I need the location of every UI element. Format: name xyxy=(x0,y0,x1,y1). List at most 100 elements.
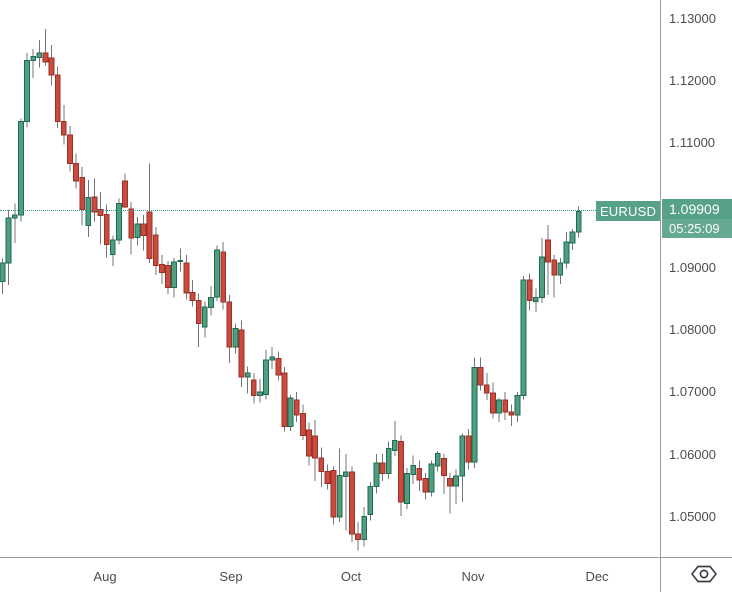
candle-body xyxy=(434,453,441,467)
candle-body xyxy=(453,475,460,487)
candle-body xyxy=(477,367,484,386)
candle-body xyxy=(355,533,361,540)
candle-body xyxy=(214,249,220,298)
candle-body xyxy=(496,399,502,414)
candle-body xyxy=(5,217,12,264)
candle-body xyxy=(79,177,86,210)
candle-body xyxy=(177,260,184,263)
candle-body xyxy=(201,306,208,328)
candle-body xyxy=(257,391,263,397)
chart-pane[interactable]: EURUSD xyxy=(0,0,660,557)
price-axis[interactable]: 1.130001.120001.110001.100001.090001.080… xyxy=(661,0,732,557)
time-axis[interactable]: Aug Sep Oct Nov Dec xyxy=(0,558,661,592)
candle-body xyxy=(195,299,202,324)
candle-body xyxy=(532,296,539,303)
candle-body xyxy=(391,439,398,451)
candle-body xyxy=(508,411,515,416)
candle-body xyxy=(275,357,282,376)
candle-body xyxy=(465,435,472,463)
symbol-price-label: EURUSD xyxy=(596,201,660,221)
candle-body xyxy=(342,471,349,478)
candle-body xyxy=(128,208,135,239)
time-tick-label: Nov xyxy=(461,569,485,584)
candle-body xyxy=(318,457,325,473)
candle-body xyxy=(373,462,380,487)
object-tree-button[interactable] xyxy=(689,561,719,586)
candle-body xyxy=(422,477,429,493)
time-axis-border xyxy=(0,557,732,558)
candle-body xyxy=(416,467,423,481)
candle-body xyxy=(109,239,116,255)
candle-body xyxy=(189,291,196,301)
candle-body xyxy=(220,251,227,303)
candle-body xyxy=(514,395,521,416)
price-axis-border xyxy=(660,0,661,592)
candle-body xyxy=(226,301,233,348)
candle-body xyxy=(483,384,490,394)
candle-body xyxy=(73,162,79,182)
candle-body xyxy=(152,234,159,266)
candle-body xyxy=(287,397,294,428)
candle-body xyxy=(557,262,564,276)
candle-body xyxy=(140,223,147,237)
price-tick-label: 1.12000 xyxy=(669,73,716,88)
candle-body xyxy=(30,55,37,62)
candle-body xyxy=(398,441,404,503)
candle-body xyxy=(575,210,582,233)
candle-body xyxy=(238,329,245,378)
candle-body xyxy=(171,261,177,288)
candle-body xyxy=(349,471,355,535)
price-tick-label: 1.07000 xyxy=(669,384,716,399)
candle-body xyxy=(67,134,73,164)
candle-body xyxy=(244,372,251,378)
candle-body xyxy=(97,209,104,217)
candle-body xyxy=(232,327,239,348)
candle-body xyxy=(85,197,92,227)
price-tick-label: 1.06000 xyxy=(669,447,716,462)
time-tick-label: Aug xyxy=(93,569,117,584)
last-price-badge: 1.09909 05:25:09 xyxy=(662,199,732,238)
candle-body xyxy=(539,256,545,298)
candle-body xyxy=(312,435,319,459)
candle-body xyxy=(502,399,509,413)
price-tick-label: 1.09000 xyxy=(669,260,716,275)
candle-body xyxy=(306,429,312,457)
candle-body xyxy=(459,435,466,477)
candle-body xyxy=(269,356,276,361)
candle-body xyxy=(551,259,558,276)
candle-body xyxy=(404,472,411,504)
candle-body xyxy=(441,458,447,476)
time-tick-label: Dec xyxy=(585,569,609,584)
candle-body xyxy=(159,263,165,273)
candle-body xyxy=(520,279,527,397)
candle-body xyxy=(526,279,533,301)
candle-body xyxy=(18,121,24,216)
candle-body xyxy=(0,262,6,283)
candle-body xyxy=(281,372,288,428)
candle-body xyxy=(330,469,337,518)
candle-body xyxy=(165,265,171,288)
price-tick-label: 1.13000 xyxy=(669,11,716,26)
candle-body xyxy=(263,359,270,395)
symbol-label-text: EURUSD xyxy=(599,203,657,219)
price-tick-label: 1.05000 xyxy=(669,509,716,524)
bar-countdown-timer: 05:25:09 xyxy=(662,219,732,238)
candle-body xyxy=(410,464,417,476)
candle-body xyxy=(447,477,453,487)
candle-body xyxy=(134,223,141,239)
candlestick-chart xyxy=(0,29,582,551)
object-tree-eye-icon xyxy=(691,565,717,582)
candle-body xyxy=(60,121,67,136)
candle-body xyxy=(545,239,552,263)
candle-body xyxy=(569,231,576,244)
candle-body xyxy=(293,399,300,416)
candle-body xyxy=(42,52,49,63)
candle-body xyxy=(208,296,214,308)
candle-body xyxy=(36,52,43,59)
candle-body xyxy=(336,474,343,518)
candle-body xyxy=(146,211,153,260)
candle-body xyxy=(48,57,55,76)
candle-body xyxy=(122,180,128,208)
candle-body xyxy=(490,392,496,414)
